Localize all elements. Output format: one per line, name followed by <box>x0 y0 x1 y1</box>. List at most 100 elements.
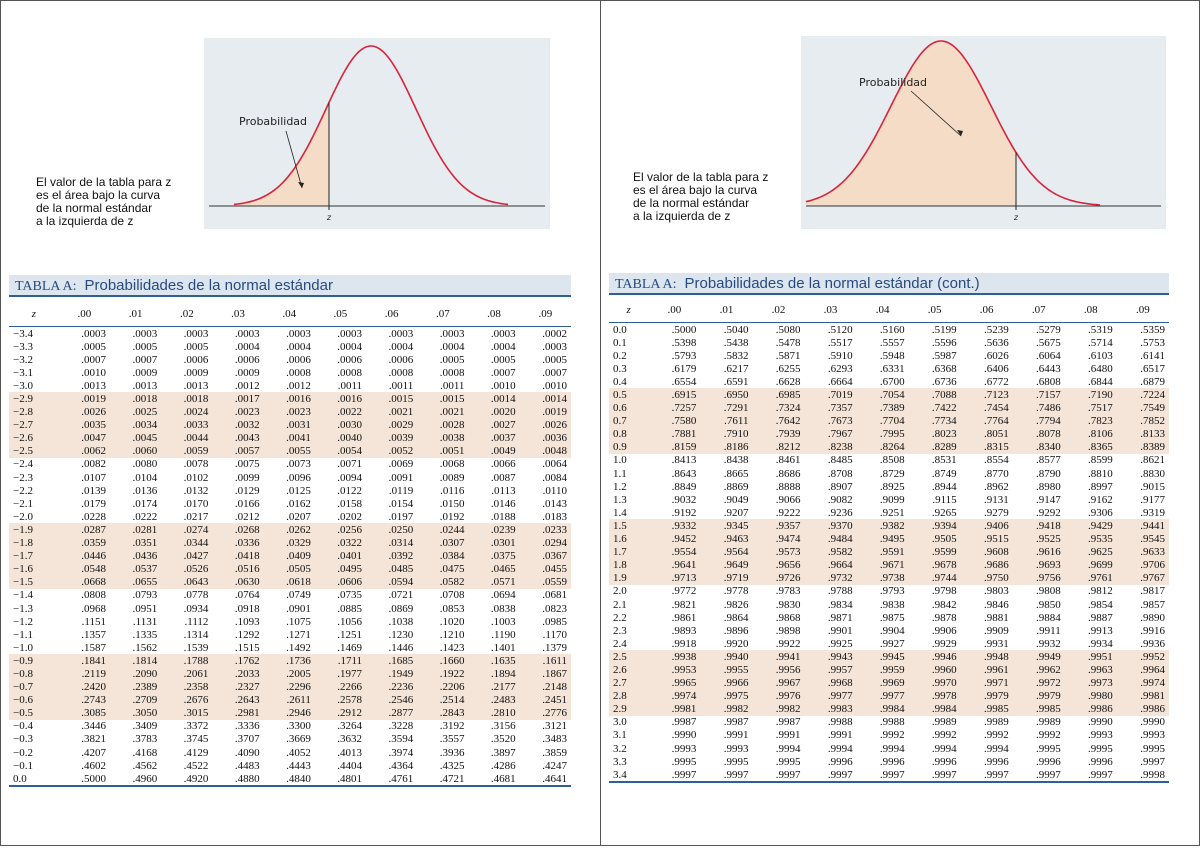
probability-cell: .9978 <box>908 689 961 703</box>
probability-cell: .0143 <box>542 497 567 510</box>
probability-cell: .6808 <box>1036 375 1061 388</box>
probability-cell: .9887 <box>1088 611 1113 624</box>
probability-cell: .0019 <box>519 405 571 419</box>
probability-cell: .0009 <box>234 366 260 379</box>
probability-cell: .9719 <box>700 571 753 585</box>
probability-cell: .0057 <box>212 444 264 458</box>
probability-cell: .0064 <box>542 458 567 471</box>
probability-cell: .9750 <box>960 571 1013 585</box>
probability-cell: .3707 <box>234 733 260 746</box>
probability-cell: .9441 <box>1116 519 1169 533</box>
probability-cell: .7157 <box>1012 388 1065 402</box>
probability-cell: .9973 <box>1064 676 1117 690</box>
probability-cell: .4013 <box>337 746 363 759</box>
probability-cell: .0007 <box>542 366 567 379</box>
probability-cell: .9997 <box>648 768 701 784</box>
probability-cell: .0294 <box>519 536 571 550</box>
probability-cell: .2743 <box>58 693 111 707</box>
probability-cell: .9979 <box>960 689 1013 703</box>
probability-cell: .4562 <box>132 759 158 772</box>
z-value: 2.0 <box>613 585 627 598</box>
probability-cell: .9922 <box>775 637 801 650</box>
probability-cell: .0069 <box>388 458 414 471</box>
z-value: −2.5 <box>9 444 59 458</box>
probability-cell: .9991 <box>827 729 853 742</box>
probability-cell: .9826 <box>723 598 749 611</box>
probability-cell: .0003 <box>234 327 260 340</box>
probability-cell: .0401 <box>314 549 367 563</box>
probability-cell: .9987 <box>671 716 697 729</box>
probability-cell: .9997 <box>1064 768 1117 784</box>
probability-cell: .4090 <box>234 746 260 759</box>
probability-cell: .1736 <box>263 654 315 668</box>
arrow-head <box>957 130 963 136</box>
probability-cell: .0013 <box>183 379 209 392</box>
probability-cell: .1093 <box>234 615 260 628</box>
probability-cell: .9990 <box>1088 716 1113 729</box>
probability-cell: .0409 <box>263 549 315 563</box>
probability-cell: .0005 <box>132 340 158 353</box>
z-value: −1.7 <box>9 549 59 563</box>
probability-cell: .9904 <box>879 624 905 637</box>
probability-cell: .9966 <box>700 676 753 690</box>
curve <box>805 40 1101 206</box>
table-row: −1.1 .1357 .1335 .1314 .1292 .1271 .1251 .1230.… <box>9 628 571 641</box>
probability-cell: .0823 <box>542 602 567 615</box>
z-value: 2.3 <box>613 624 627 637</box>
probability-cell: .9564 <box>700 545 753 559</box>
probability-cell: .0096 <box>286 471 311 484</box>
probability-cell: .9972 <box>1012 676 1065 690</box>
probability-cell: .9990 <box>671 729 697 742</box>
probability-cell: .9783 <box>775 585 801 598</box>
probability-cell: .0179 <box>81 497 107 510</box>
column-header: .04 <box>856 298 909 323</box>
probability-cell: .9032 <box>671 493 697 506</box>
probability-cell: .2358 <box>161 680 213 694</box>
probability-cell: .0244 <box>417 523 469 537</box>
table-row: −0.3 .3821 .3783 .3745 .3707 .3669 .3632 .3594.… <box>9 733 571 746</box>
probability-cell: .4483 <box>234 759 260 772</box>
probability-cell: .1949 <box>366 667 418 681</box>
probability-cell: .9974 <box>648 689 701 703</box>
table-row: −3.1 .0010 .0009 .0009 .0009 .0008 .0008 .0008.… <box>9 366 571 379</box>
probability-cell: .0003 <box>490 327 516 340</box>
probability-cell: .1314 <box>183 628 209 641</box>
table-row: 1.9.9713.9719.9726.9732.9738.9744.9750.9… <box>609 571 1169 585</box>
caption-line: a la izquierda de z <box>36 214 134 228</box>
probability-label: Probabilidad <box>239 115 307 128</box>
probability-cell: .4721 <box>417 772 469 788</box>
probability-cell: .9982 <box>700 702 753 716</box>
probability-cell: .0010 <box>542 379 567 392</box>
probability-cell: .9994 <box>931 742 957 755</box>
probability-cell: .5832 <box>723 349 749 362</box>
probability-cell: .6179 <box>671 362 697 375</box>
probability-cell: .7054 <box>856 388 909 402</box>
z-value: 1.6 <box>609 532 649 546</box>
probability-cell: .0262 <box>263 523 315 537</box>
table-row: −1.4 .0808 .0793 .0778 .0764 .0749 .0735 .0721.… <box>9 589 571 602</box>
probability-cell: .9997 <box>856 768 909 784</box>
probability-cell: .0314 <box>366 536 418 550</box>
probability-cell: .0078 <box>183 458 209 471</box>
z-value: 2.9 <box>609 702 649 716</box>
probability-cell: .4325 <box>439 759 465 772</box>
probability-cell: .0708 <box>439 589 465 602</box>
z-value: 0.8 <box>609 427 649 441</box>
probability-cell: .9821 <box>671 598 697 611</box>
probability-cell: .9997 <box>1140 755 1165 768</box>
probability-cell: .5000 <box>58 772 111 788</box>
probability-cell: .9957 <box>804 663 857 677</box>
table-row: −3.3 .0005 .0005 .0005 .0004 .0004 .0004 .0004.… <box>9 340 571 353</box>
z-value: −2.0 <box>13 510 33 523</box>
probability-cell: .9987 <box>775 716 801 729</box>
probability-cell: .0024 <box>161 405 213 419</box>
probability-cell: .8962 <box>983 480 1009 493</box>
probability-cell: .9864 <box>723 611 749 624</box>
table-row: 1.8.9641.9649.9656.9664.9671.9678.9686.9… <box>609 558 1169 572</box>
title-prefix: TABLA A: <box>15 279 77 294</box>
probability-cell: .0012 <box>286 379 311 392</box>
z-value: −1.8 <box>9 536 59 550</box>
probability-cell: .9918 <box>671 637 697 650</box>
probability-cell: .0039 <box>366 431 418 445</box>
probability-cell: .0052 <box>366 444 418 458</box>
